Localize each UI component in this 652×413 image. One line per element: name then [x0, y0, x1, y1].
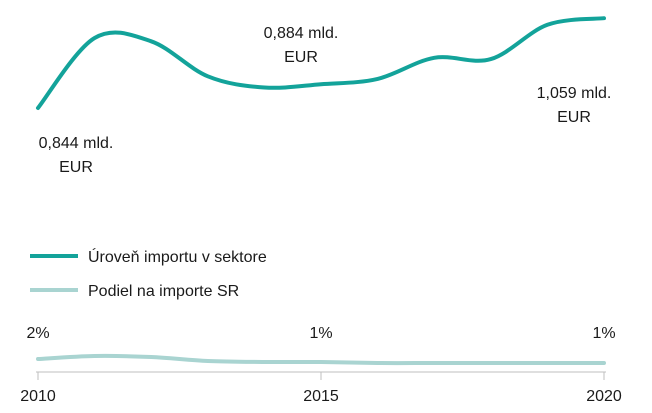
data-label-import-level: 1,059 mld. EUR	[537, 85, 612, 126]
data-label-import-level: 0,884 mld. EUR	[264, 25, 339, 66]
data-label-import-share: 1%	[592, 325, 615, 342]
import-share-labels: 2% 1% 1%	[26, 325, 615, 342]
legend-label-import-level: Úroveň importu v sektore	[88, 247, 267, 266]
x-tick-label: 2020	[586, 388, 622, 405]
data-label-import-share: 1%	[309, 325, 332, 342]
data-label-import-level: 0,844 mld. EUR	[39, 135, 114, 176]
import-level-labels: 0,844 mld. EUR 0,884 mld. EUR 1,059 mld. EUR	[39, 25, 612, 176]
import-level-line	[36, 16, 606, 110]
x-tick-label: 2010	[20, 388, 56, 405]
x-tick-label: 2015	[303, 388, 339, 405]
data-label-import-share: 2%	[26, 325, 49, 342]
x-axis-ticks: 2010 2015 2020	[20, 372, 622, 405]
legend-label-import-share: Podiel na importe SR	[88, 283, 239, 300]
legend: Úroveň importu v sektore Podiel na impor…	[30, 247, 267, 300]
import-share-line	[36, 353, 606, 366]
